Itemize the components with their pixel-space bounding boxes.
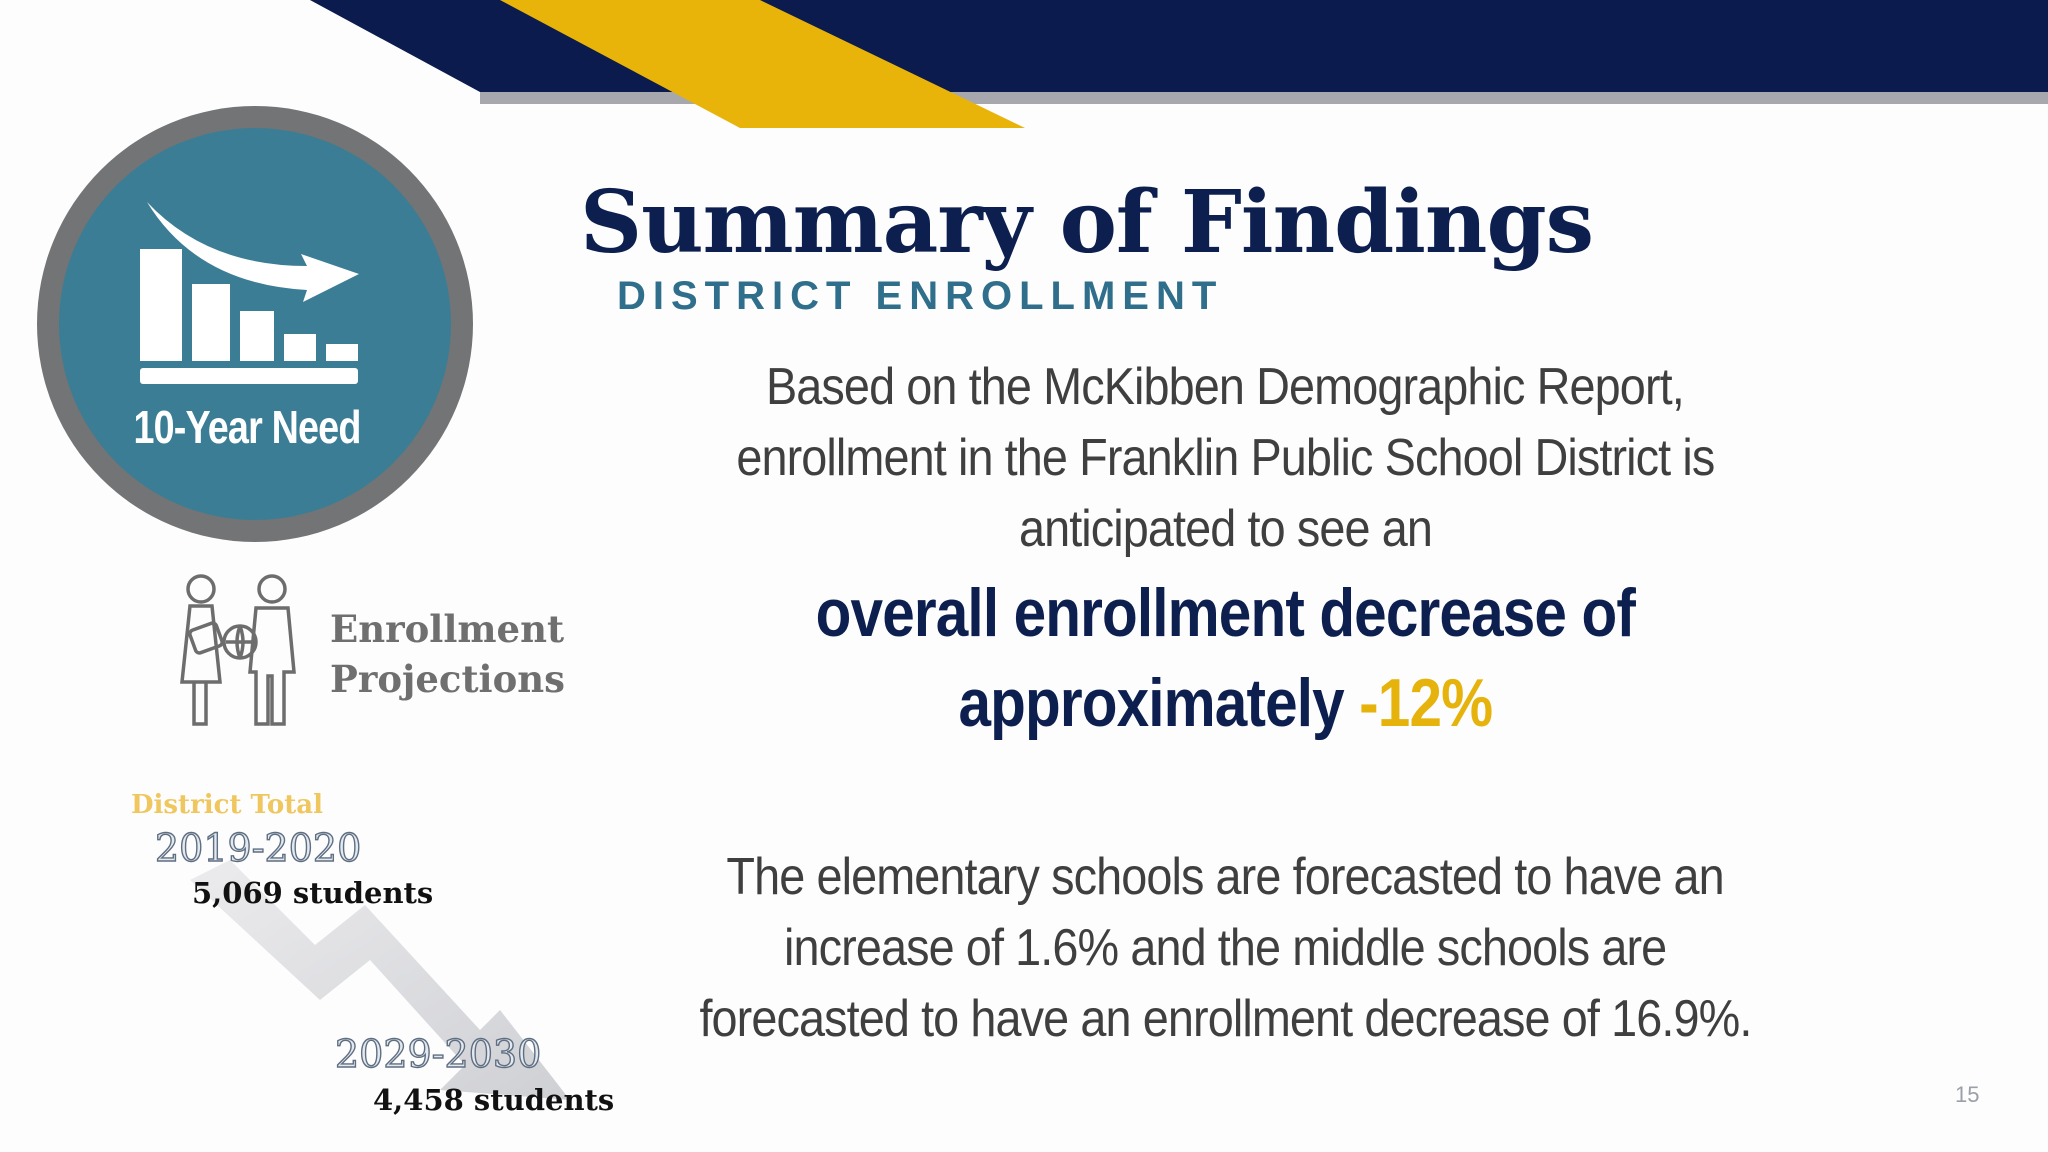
page-title: Summary of Findings	[580, 172, 1594, 273]
decline-arrow-icon	[190, 860, 570, 1100]
badge-label: 10-Year Need	[133, 401, 361, 453]
end-year: 2029-2030	[334, 1031, 542, 1076]
forecast-line2: increase of 1.6% and the middle schools …	[783, 919, 1667, 977]
forecast-paragraph: The elementary schools are forecasted to…	[610, 842, 1840, 1055]
highlight-line1: overall enrollment decrease of	[815, 575, 1635, 651]
declining-bar-chart-icon	[37, 106, 473, 542]
page-subtitle: DISTRICT ENROLLMENT	[617, 274, 1224, 318]
end-students: 4,458 students	[373, 1083, 615, 1117]
enrollment-projections-label: Enrollment Projections	[330, 604, 580, 704]
start-students: 5,069 students	[192, 876, 434, 910]
forecast-line1: The elementary schools are forecasted to…	[726, 848, 1724, 906]
projections-line1: Enrollment	[330, 607, 565, 651]
intro-line3: anticipated to see an	[1018, 500, 1432, 558]
projections-line2: Projections	[330, 657, 566, 701]
decrease-highlight: overall enrollment decrease of approxima…	[610, 568, 1840, 748]
start-year: 2019-2020	[154, 825, 362, 870]
forecast-line3: forecasted to have an enrollment decreas…	[699, 990, 1752, 1048]
intro-line2: enrollment in the Franklin Public School…	[735, 429, 1715, 487]
intro-paragraph: Based on the McKibben Demographic Report…	[610, 352, 1840, 565]
students-icon	[180, 574, 296, 726]
district-total-label: District Total	[131, 790, 323, 820]
intro-line1: Based on the McKibben Demographic Report…	[766, 358, 1685, 416]
page-number: 15	[1955, 1082, 1980, 1107]
header-banner	[310, 0, 2048, 128]
highlight-line2: approximately	[958, 665, 1344, 741]
decrease-percent: -12%	[1358, 665, 1493, 741]
